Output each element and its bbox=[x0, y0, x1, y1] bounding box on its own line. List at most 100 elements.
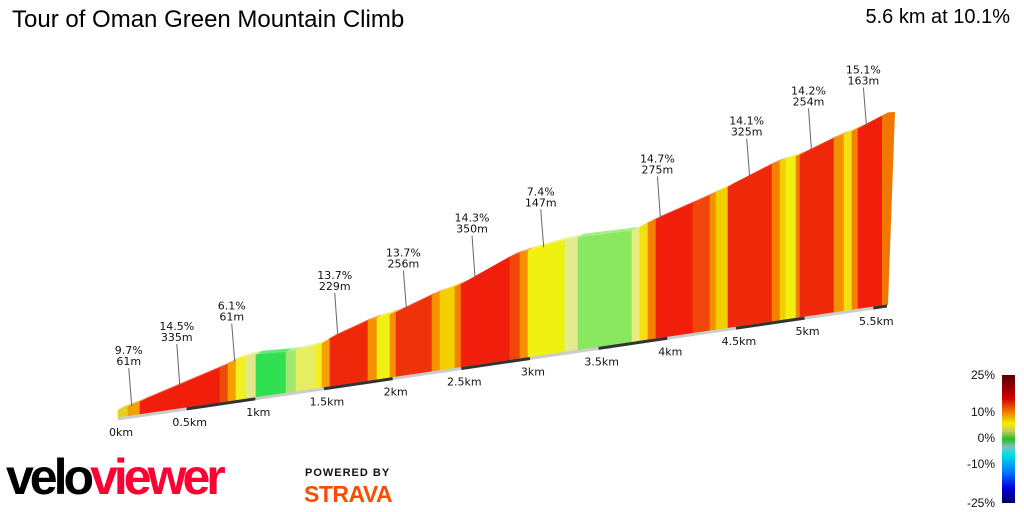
x-tick-label: 1km bbox=[246, 406, 270, 419]
gradient-segment bbox=[785, 155, 797, 321]
gradient-segment bbox=[431, 291, 441, 373]
annotation-gradient: 14.3% bbox=[455, 212, 490, 225]
gradient-segment bbox=[255, 351, 287, 399]
segment-top-face bbox=[316, 339, 328, 346]
annotation-gradient: 14.7% bbox=[640, 152, 675, 165]
segment-top-face bbox=[286, 346, 302, 353]
annotation-leader bbox=[128, 368, 133, 407]
segment-top-face bbox=[140, 364, 226, 402]
annotation-leader bbox=[862, 87, 867, 126]
gradient-segment bbox=[843, 130, 853, 312]
annotation-leader bbox=[656, 176, 661, 219]
segment-top-face bbox=[220, 360, 234, 368]
segment-top-face bbox=[322, 334, 336, 344]
annotation-leader bbox=[471, 235, 476, 278]
segment-top-face bbox=[390, 308, 402, 315]
annotation-gradient: 14.1% bbox=[729, 115, 764, 128]
gradient-segment bbox=[245, 354, 257, 400]
gradient-segment bbox=[692, 194, 711, 334]
annotation-length: 61m bbox=[116, 355, 141, 368]
legend-label: -10% bbox=[967, 457, 995, 471]
annotation-length: 254m bbox=[793, 95, 825, 108]
annotation-length: 147m bbox=[525, 196, 557, 209]
gradient-segment bbox=[857, 115, 883, 310]
annotation-length: 61m bbox=[219, 311, 244, 324]
annotation-gradient: 14.2% bbox=[791, 84, 826, 97]
segment-top-face bbox=[716, 182, 734, 193]
gradient-segment bbox=[655, 202, 694, 340]
segment-top-face bbox=[246, 350, 262, 357]
gradient-segment bbox=[395, 294, 433, 378]
strava-logo: STRAVA bbox=[304, 481, 393, 507]
gradient-segment bbox=[709, 192, 717, 332]
annotation-length: 325m bbox=[731, 126, 763, 139]
powered-by-label: POWERED BY bbox=[305, 467, 391, 479]
segment-top-face bbox=[640, 219, 654, 227]
annotation-gradient: 13.7% bbox=[317, 269, 352, 282]
gradient-segment bbox=[715, 186, 729, 331]
legend-colorbar bbox=[1002, 375, 1015, 503]
x-tick-label: 3.5km bbox=[584, 355, 619, 368]
gradient-segment bbox=[439, 286, 456, 372]
gradient-segment bbox=[315, 343, 323, 390]
annotation-length: 335m bbox=[161, 331, 193, 344]
segment-top-face bbox=[786, 152, 802, 160]
segment-top-face bbox=[780, 155, 792, 162]
gradient-segment bbox=[547, 240, 566, 356]
annotation-length: 229m bbox=[319, 280, 351, 293]
segment-top-face bbox=[834, 130, 850, 139]
annotation-gradient: 7.4% bbox=[527, 185, 555, 198]
x-tick-label: 0km bbox=[109, 426, 133, 439]
x-tick-label: 2km bbox=[384, 386, 408, 399]
segment-top-face bbox=[796, 151, 806, 157]
annotation-leader bbox=[402, 270, 407, 309]
gradient-segment bbox=[295, 345, 317, 393]
axis-band bbox=[186, 397, 256, 411]
annotation-gradient: 13.7% bbox=[386, 246, 421, 259]
gradient-segment bbox=[376, 314, 391, 381]
segment-top-face bbox=[455, 280, 467, 287]
segment-top-face bbox=[432, 288, 446, 296]
gradient-segment bbox=[285, 350, 297, 394]
gradient-segment bbox=[329, 320, 369, 388]
legend-label: -25% bbox=[967, 496, 995, 510]
gradient-segment bbox=[795, 154, 801, 319]
legend-label: 25% bbox=[971, 368, 995, 382]
segment-top-face bbox=[128, 397, 146, 407]
gradient-segment bbox=[527, 244, 549, 359]
axis-band bbox=[873, 304, 888, 310]
annotation-gradient: 15.1% bbox=[846, 63, 881, 76]
segment-top-face bbox=[377, 310, 396, 319]
segment-top-face bbox=[844, 127, 858, 135]
annotation-gradient: 14.5% bbox=[159, 320, 194, 333]
gradient-segment bbox=[779, 159, 787, 322]
gradient-segment bbox=[367, 317, 378, 382]
x-tick-label: 4km bbox=[658, 345, 682, 358]
segment-top-face bbox=[330, 316, 374, 339]
annotation-length: 256m bbox=[388, 257, 420, 270]
annotation-gradient: 6.1% bbox=[218, 300, 246, 313]
annotation-leader bbox=[540, 209, 545, 248]
legend-label: 0% bbox=[978, 431, 996, 445]
x-tick-label: 5.5km bbox=[859, 315, 894, 328]
axis-band bbox=[735, 316, 805, 330]
segment-top-face bbox=[236, 352, 252, 360]
segment-top-face bbox=[852, 124, 864, 132]
segment-top-face bbox=[656, 199, 699, 220]
gradient-segment bbox=[389, 312, 397, 379]
gradient-segment bbox=[227, 359, 237, 403]
x-tick-label: 4.5km bbox=[722, 335, 757, 348]
gradient-segment bbox=[454, 283, 462, 369]
axis-band bbox=[598, 336, 668, 350]
segment-top-face bbox=[693, 191, 716, 204]
x-tick-label: 5km bbox=[796, 325, 820, 338]
gradient-segment bbox=[139, 367, 221, 416]
segment-top-face bbox=[800, 134, 840, 155]
gradient-segment bbox=[647, 218, 657, 341]
axis-band bbox=[461, 356, 531, 371]
gradient-segment bbox=[509, 253, 521, 361]
segment-top-face bbox=[632, 223, 646, 231]
gradient-segment bbox=[727, 163, 773, 329]
gradient-segment bbox=[577, 230, 633, 351]
